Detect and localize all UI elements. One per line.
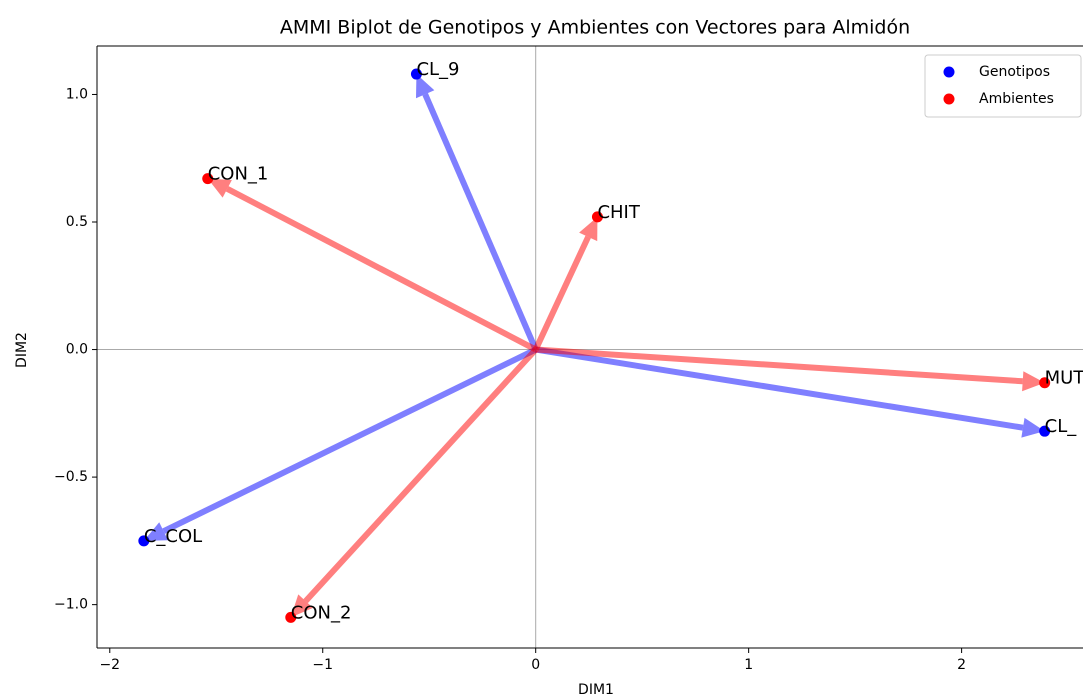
chart-title: AMMI Biplot de Genotipos y Ambientes con… (280, 17, 910, 39)
x-tick-label: −2 (99, 657, 120, 673)
point-label: CL_9 (416, 59, 459, 80)
legend-label: Ambientes (979, 91, 1054, 107)
point-label: CON_2 (291, 602, 352, 623)
point (410, 68, 422, 80)
legend-label: Genotipos (979, 64, 1050, 80)
point (285, 611, 297, 623)
y-tick-label: 0.5 (66, 214, 88, 230)
vector-head (207, 178, 232, 198)
x-tick-label: 2 (957, 657, 966, 673)
vector (225, 186, 538, 353)
vector (535, 346, 1023, 385)
y-tick-label: −0.5 (54, 469, 88, 485)
x-axis-label: DIM1 (578, 682, 614, 698)
y-axis-label: DIM2 (14, 332, 30, 368)
point-label: CON_1 (208, 164, 269, 185)
x-tick-label: 1 (744, 657, 753, 673)
point-label: C_COL (144, 526, 202, 547)
x-tick-label: 0 (531, 657, 540, 673)
point-label: CHIT (597, 202, 640, 223)
y-tick-label: 0.0 (66, 342, 88, 358)
x-tick-label: −1 (312, 657, 333, 673)
legend-marker (943, 93, 955, 105)
vector (303, 347, 538, 604)
vector-head (1022, 371, 1045, 392)
vector-head (290, 594, 314, 618)
point (1039, 377, 1051, 389)
legend-marker (943, 66, 955, 78)
overlay: −2 −1 0 1 2 −1.0 −0.5 0.0 0.5 1.0 Genotipos Ambient… (54, 45, 1083, 673)
y-tick-label: 1.0 (66, 86, 88, 102)
vector (162, 346, 538, 534)
vector-head (143, 522, 169, 541)
point (1039, 425, 1051, 437)
vector (422, 93, 539, 351)
vector-head (416, 74, 435, 99)
vector-head (1021, 417, 1045, 438)
plot-area: CL_9 C_COL CL_ CON_1 CHIT MUT CON_2 (97, 46, 1083, 648)
point (591, 211, 603, 223)
legend-box (924, 54, 1082, 118)
point-label: MUT (1045, 368, 1083, 389)
vector (532, 235, 591, 351)
point (202, 173, 214, 185)
point (138, 535, 150, 547)
y-tick-label: −1.0 (54, 597, 88, 613)
vector-head (579, 216, 598, 242)
vector (535, 346, 1024, 431)
point-label: CL_ (1045, 416, 1078, 437)
